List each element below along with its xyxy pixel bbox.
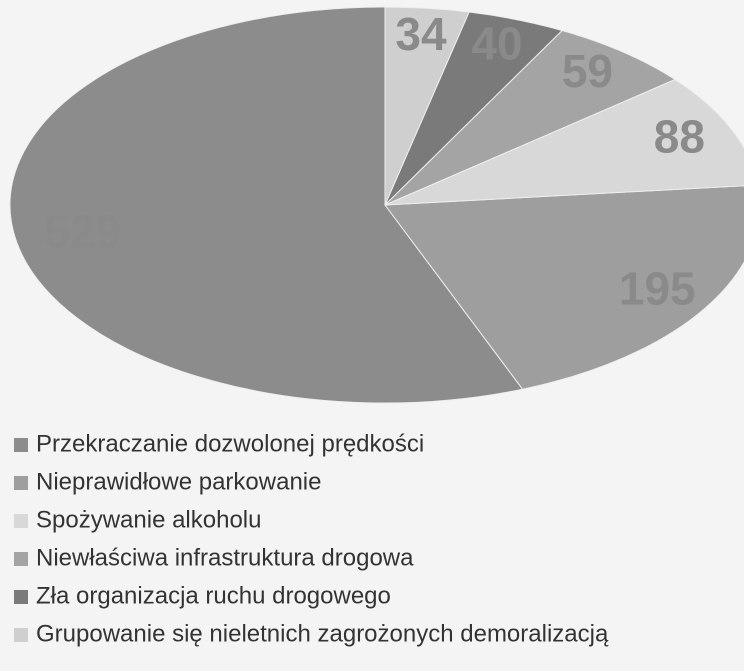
legend: Przekraczanie dozwolonej prędkości Niepra…: [14, 430, 609, 647]
value-label: 529: [45, 205, 122, 257]
pie-slice: [9, 6, 524, 404]
legend-swatch: [14, 552, 28, 566]
legend-label: Spożywanie alkoholu: [36, 506, 261, 533]
pie-slice: [384, 29, 677, 206]
legend-label: Zła organizacja ruchu drogowego: [36, 582, 391, 609]
legend-label: Nieprawidłowe parkowanie: [36, 468, 321, 495]
pie: [9, 6, 744, 404]
value-label: 40: [471, 18, 522, 70]
value-label: 59: [562, 45, 613, 97]
pie-slice: [384, 6, 470, 206]
legend-label: Grupowanie się nieletnich zagrożonych de…: [36, 620, 609, 647]
value-label: 34: [395, 8, 447, 60]
legend-swatch: [14, 628, 28, 642]
pie-slice: [384, 78, 744, 206]
legend-swatch: [14, 476, 28, 490]
legend-swatch: [14, 590, 28, 604]
value-label: 195: [619, 263, 696, 315]
value-labels: 529 195 88 59 40 34: [45, 8, 705, 315]
pie-slice: [384, 185, 744, 390]
legend-label: Niewłaściwa infrastruktura drogowa: [36, 544, 414, 571]
value-label: 88: [654, 111, 705, 163]
legend-swatch: [14, 514, 28, 528]
legend-label: Przekraczanie dozwolonej prędkości: [36, 430, 424, 457]
legend-swatch: [14, 438, 28, 452]
